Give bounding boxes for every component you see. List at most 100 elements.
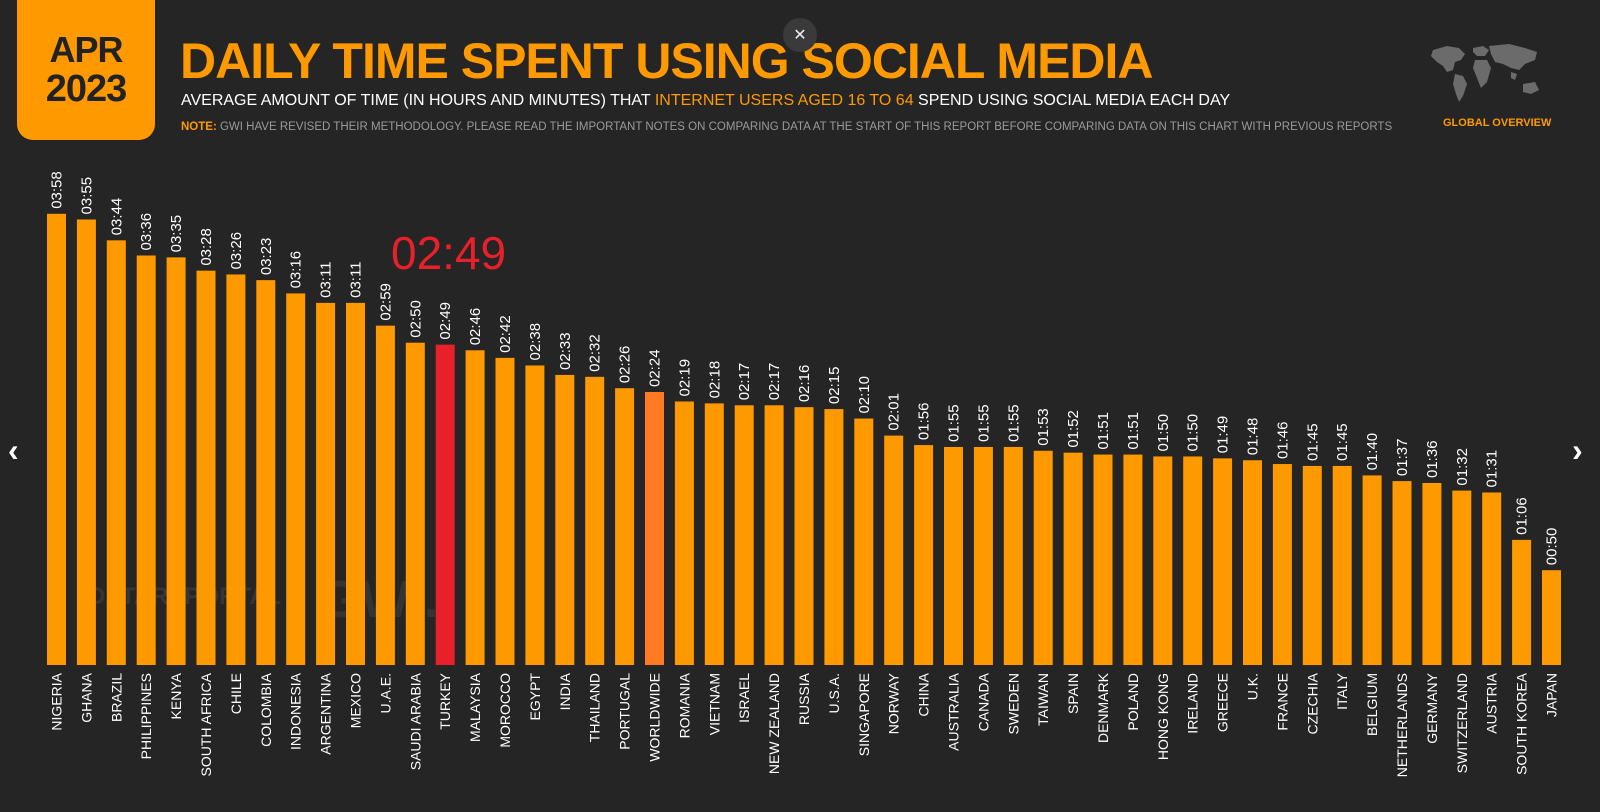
chevron-right-icon: › bbox=[1572, 432, 1583, 468]
category-label: SINGAPORE bbox=[856, 673, 872, 756]
category-label: NORWAY bbox=[886, 672, 902, 734]
bar-u-a-e bbox=[375, 325, 395, 665]
value-label: 01:51 bbox=[1125, 412, 1142, 450]
bar-vietnam bbox=[704, 403, 724, 665]
category-label: KENYA bbox=[168, 672, 184, 719]
category-label: ITALY bbox=[1334, 672, 1350, 709]
category-label: ARGENTINA bbox=[318, 672, 334, 754]
value-label: 02:49 bbox=[437, 302, 454, 340]
value-label: 01:52 bbox=[1065, 410, 1082, 448]
category-label: ROMANIA bbox=[676, 672, 692, 738]
value-label: 02:26 bbox=[617, 346, 634, 384]
bar-portugal bbox=[615, 388, 635, 665]
bar-south-korea bbox=[1512, 539, 1532, 665]
value-label: 03:26 bbox=[228, 232, 245, 270]
bar-colombia bbox=[256, 280, 276, 665]
category-label: BELGIUM bbox=[1364, 673, 1380, 736]
value-label: 02:24 bbox=[647, 349, 664, 387]
bar-u-s-a bbox=[824, 409, 844, 665]
value-label: 02:46 bbox=[467, 308, 484, 346]
category-label: BRAZIL bbox=[108, 673, 124, 722]
value-label: 01:49 bbox=[1215, 416, 1232, 454]
subtitle-pre: AVERAGE AMOUNT OF TIME (IN HOURS AND MIN… bbox=[181, 92, 655, 109]
global-overview-label: GLOBAL OVERVIEW bbox=[1443, 117, 1552, 129]
category-label: SOUTH AFRICA bbox=[198, 672, 214, 776]
category-label: GREECE bbox=[1215, 673, 1231, 732]
bar-germany bbox=[1422, 483, 1442, 665]
category-label: WORLDWIDE bbox=[647, 673, 663, 762]
category-label: TAIWAN bbox=[1035, 673, 1051, 726]
badge-month: APR bbox=[49, 29, 123, 70]
category-label: DENMARK bbox=[1095, 672, 1111, 743]
category-label: U.K. bbox=[1245, 673, 1261, 700]
value-label: 01:51 bbox=[1095, 412, 1112, 450]
bar-ireland bbox=[1183, 456, 1203, 665]
value-label: 01:40 bbox=[1364, 433, 1381, 471]
bar-new-zealand bbox=[764, 405, 784, 665]
bar-morocco bbox=[495, 357, 515, 665]
bar-czechia bbox=[1302, 465, 1322, 665]
value-label: 03:11 bbox=[348, 261, 365, 297]
bar-japan bbox=[1542, 570, 1561, 665]
value-label: 03:44 bbox=[108, 198, 125, 236]
note-label: NOTE: bbox=[181, 121, 217, 133]
bar-u-k bbox=[1243, 460, 1262, 665]
value-label: 01:55 bbox=[946, 404, 963, 442]
category-label: GERMANY bbox=[1424, 672, 1440, 743]
value-label: 02:32 bbox=[587, 334, 604, 372]
bar-austria bbox=[1482, 492, 1502, 665]
category-label: INDONESIA bbox=[288, 672, 304, 750]
value-label: 02:38 bbox=[527, 323, 544, 361]
value-label: 02:18 bbox=[706, 361, 723, 399]
page-subtitle: AVERAGE AMOUNT OF TIME (IN HOURS AND MIN… bbox=[181, 92, 1230, 110]
value-label: 01:48 bbox=[1245, 418, 1262, 456]
category-label: ISRAEL bbox=[736, 673, 752, 723]
category-label: CHINA bbox=[916, 672, 932, 716]
date-badge: APR 2023 bbox=[17, 0, 155, 140]
bar-netherlands bbox=[1392, 481, 1412, 665]
value-label: 02:17 bbox=[736, 363, 753, 401]
bar-belgium bbox=[1362, 475, 1382, 665]
bar-philippines bbox=[136, 255, 156, 665]
category-label: U.A.E. bbox=[377, 673, 393, 713]
close-button[interactable]: ✕ bbox=[783, 18, 817, 52]
value-label: 01:50 bbox=[1185, 414, 1202, 452]
category-label: AUSTRALIA bbox=[946, 672, 962, 750]
bar-australia bbox=[944, 446, 963, 665]
category-label: GHANA bbox=[78, 672, 94, 722]
next-button[interactable]: › bbox=[1572, 432, 1583, 469]
value-label: 02:15 bbox=[826, 367, 843, 405]
category-label: PORTUGAL bbox=[617, 673, 633, 750]
category-label: TURKEY bbox=[437, 672, 453, 729]
bar-canada bbox=[973, 446, 993, 665]
category-label: SPAIN bbox=[1065, 673, 1081, 714]
value-label: 02:16 bbox=[796, 365, 813, 403]
category-label: U.S.A. bbox=[826, 673, 842, 713]
bar-mexico bbox=[346, 302, 365, 665]
category-label: INDIA bbox=[557, 672, 573, 710]
bar-malaysia bbox=[465, 350, 485, 665]
value-label: 02:17 bbox=[766, 363, 783, 401]
category-label: THAILAND bbox=[587, 673, 603, 742]
bar-thailand bbox=[585, 376, 605, 665]
bar-israel bbox=[734, 405, 754, 665]
value-label: 01:45 bbox=[1334, 423, 1351, 461]
world-map-icon bbox=[1431, 44, 1539, 102]
bar-france bbox=[1272, 464, 1292, 665]
category-label: FRANCE bbox=[1274, 673, 1290, 731]
category-label: MALAYSIA bbox=[467, 672, 483, 742]
prev-button[interactable]: ‹ bbox=[8, 432, 19, 469]
value-label: 03:16 bbox=[288, 251, 305, 289]
value-label: 01:50 bbox=[1155, 414, 1172, 452]
bar-argentina bbox=[316, 302, 336, 665]
bar-denmark bbox=[1093, 454, 1113, 665]
value-label: 03:58 bbox=[49, 171, 66, 209]
value-label: 01:55 bbox=[975, 404, 992, 442]
bar-south-africa bbox=[196, 270, 216, 665]
badge-year: 2023 bbox=[45, 68, 128, 110]
bar-indonesia bbox=[286, 293, 306, 665]
category-label: PHILIPPINES bbox=[138, 673, 154, 759]
value-label: 02:33 bbox=[557, 332, 574, 370]
value-label: 01:55 bbox=[1005, 404, 1022, 442]
bar-saudi-arabia bbox=[405, 342, 425, 665]
